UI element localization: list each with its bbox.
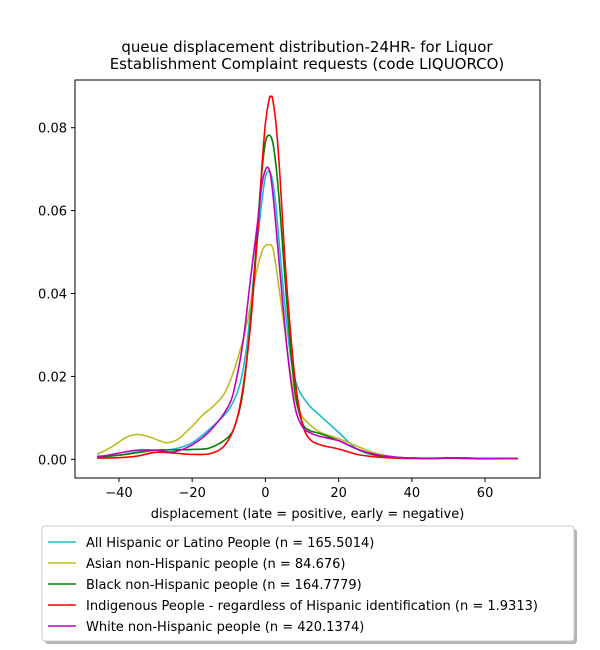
y-tick-label: 0.08 (38, 122, 67, 137)
x-axis: −40 −20 0 20 40 60 (105, 478, 493, 501)
legend-entry: All Hispanic or Latino People (n = 165.5… (86, 536, 374, 551)
chart-title: queue displacement distribution-24HR- fo… (110, 38, 505, 73)
legend-box (41, 525, 575, 642)
x-tick-label: 20 (330, 486, 347, 501)
x-axis-label: displacement (late = positive, early = n… (151, 507, 465, 522)
x-tick-label: 0 (261, 486, 269, 501)
x-tick-label: −40 (105, 486, 132, 501)
legend-entry: Indigenous People - regardless of Hispan… (86, 599, 538, 614)
legend: All Hispanic or Latino People (n = 165.5… (41, 525, 577, 644)
y-tick-label: 0.04 (38, 288, 67, 303)
x-tick-label: 40 (404, 486, 421, 501)
series-line-2 (96, 243, 519, 460)
y-tick-label: 0.00 (38, 453, 67, 468)
chart-title-line: Establishment Complaint requests (code L… (110, 55, 505, 73)
series-line-5 (96, 166, 519, 460)
y-tick-label: 0.06 (38, 205, 67, 220)
y-axis: 0.00 0.02 0.04 0.06 0.08 (38, 122, 75, 468)
x-tick-label: 60 (477, 486, 494, 501)
legend-entry: Asian non-Hispanic people (n = 84.676) (86, 557, 345, 572)
legend-entry: White non-Hispanic people (n = 420.1374) (86, 620, 364, 635)
plot-lines (96, 95, 519, 460)
y-tick-label: 0.02 (38, 370, 67, 385)
legend-entry: Black non-Hispanic people (n = 164.7779) (86, 578, 362, 593)
plot-frame (74, 79, 541, 479)
series-line-3 (96, 134, 519, 460)
chart-title-line: queue displacement distribution-24HR- fo… (121, 38, 493, 56)
x-tick-label: −20 (178, 486, 205, 501)
series-line-1 (96, 170, 519, 460)
